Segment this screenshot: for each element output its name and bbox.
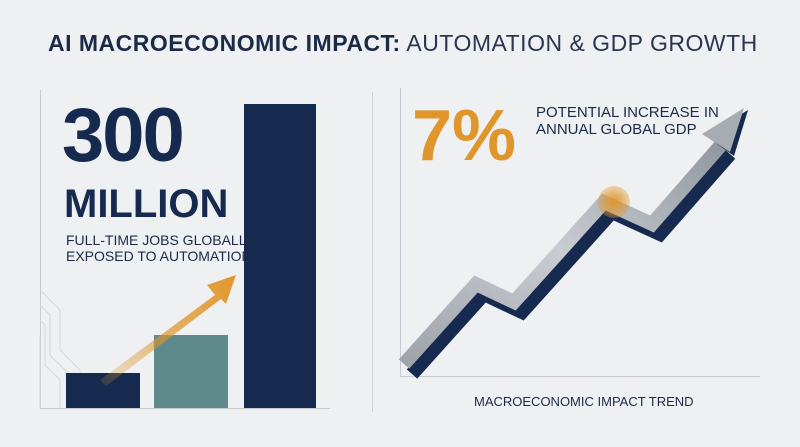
left-base-line xyxy=(40,408,330,409)
panel-divider xyxy=(372,92,373,412)
orange-arrow-icon xyxy=(100,275,236,386)
gdp-percent: 7% xyxy=(412,96,517,176)
jobs-unit: MILLION xyxy=(64,182,229,226)
bar-large xyxy=(244,104,316,408)
jobs-number: 300 xyxy=(62,93,185,178)
title-strong: AI MACROECONOMIC IMPACT: xyxy=(48,30,401,56)
highlight-dot xyxy=(598,186,630,218)
trend-caption: MACROECONOMIC IMPACT TREND xyxy=(474,394,694,409)
bar-medium xyxy=(154,335,228,408)
jobs-description: FULL-TIME JOBS GLOBALLY EXPOSED TO AUTOM… xyxy=(66,232,255,264)
jobs-panel: 300 MILLION FULL-TIME JOBS GLOBALLY EXPO… xyxy=(39,90,370,410)
right-axis-line xyxy=(400,88,401,376)
trend-arrowhead-icon xyxy=(702,108,744,152)
gdp-panel: 7% POTENTIAL INCREASE IN ANNUAL GLOBAL G… xyxy=(376,88,766,418)
left-axis-line xyxy=(40,90,41,408)
right-base-line xyxy=(400,376,760,377)
title-light: AUTOMATION & GDP GROWTH xyxy=(400,30,758,56)
trend-shadow xyxy=(406,149,736,379)
growth-arrow xyxy=(100,275,236,386)
infographic-title: AI MACROECONOMIC IMPACT: AUTOMATION & GD… xyxy=(48,30,758,57)
trend-graphic xyxy=(398,108,748,379)
trend-line xyxy=(398,139,728,369)
gdp-description: POTENTIAL INCREASE IN ANNUAL GLOBAL GDP xyxy=(536,104,719,138)
